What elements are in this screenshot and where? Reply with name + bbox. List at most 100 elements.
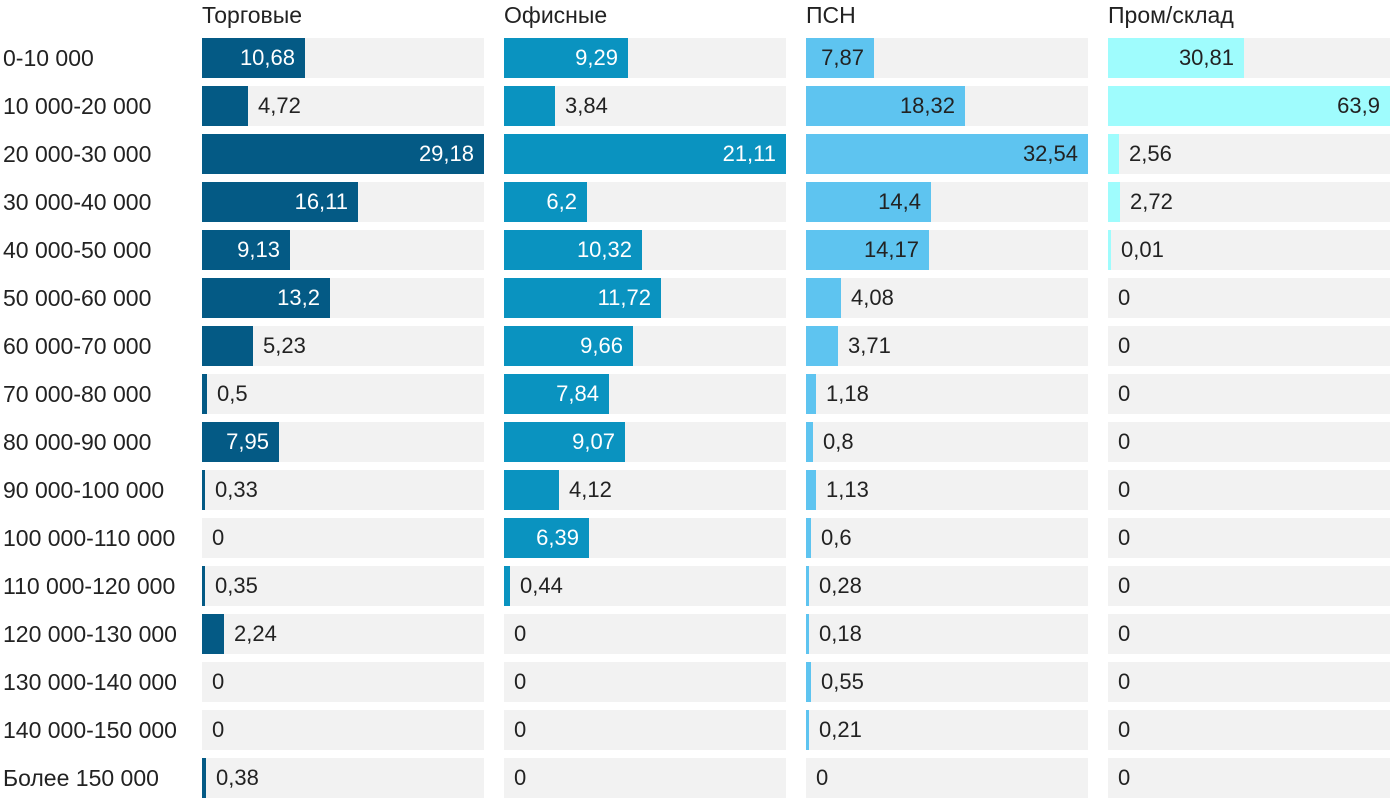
data-label: 0 [1118, 477, 1131, 502]
bar [504, 38, 628, 78]
bar [806, 566, 809, 606]
bar-track: 16,11 [202, 182, 484, 222]
bar [202, 38, 305, 78]
bar [504, 326, 633, 366]
bar-track: 0 [504, 758, 786, 798]
bar [806, 134, 1088, 174]
data-label: 0,8 [823, 429, 854, 454]
bar-track: 0,21 [806, 710, 1088, 750]
bar-track: 63,9 [1108, 86, 1390, 126]
bar [806, 374, 816, 414]
bar [202, 134, 484, 174]
bar-track: 7,95 [202, 422, 484, 462]
data-label: 4,12 [569, 477, 612, 502]
bar-track: 0,8 [806, 422, 1088, 462]
data-label: 2,24 [234, 621, 277, 646]
bar-track: 2,72 [1108, 182, 1390, 222]
data-label: 0 [1118, 765, 1131, 790]
data-label: 13,2 [277, 285, 320, 310]
bar-track: 0 [202, 662, 484, 702]
bar-track: 0,44 [504, 566, 786, 606]
data-label: 10,68 [239, 45, 295, 70]
bar-track: 13,2 [202, 278, 484, 318]
bar [806, 470, 816, 510]
data-label: 2,56 [1129, 141, 1172, 166]
data-label: 11,72 [597, 285, 651, 310]
bar-track: 0 [1108, 278, 1390, 318]
bar-track: 0 [1108, 710, 1390, 750]
bar-track: 0,01 [1108, 230, 1390, 270]
bar-track: 7,87 [806, 38, 1088, 78]
bar-track: 0,35 [202, 566, 484, 606]
bar [1108, 182, 1120, 222]
bar-track: 0 [806, 758, 1088, 798]
bar [1108, 86, 1390, 126]
bar [202, 614, 224, 654]
data-label: 14,17 [863, 237, 919, 262]
data-label: 2,72 [1130, 189, 1173, 214]
row-label: 20 000-30 000 [3, 141, 152, 167]
bar-track: 0,28 [806, 566, 1088, 606]
row-label: 100 000-110 000 [3, 525, 176, 551]
bar-track: 0,33 [202, 470, 484, 510]
data-label: 21,11 [722, 141, 776, 166]
row-label: 140 000-150 000 [3, 717, 177, 743]
data-label: 0 [514, 765, 527, 790]
bar [504, 230, 642, 270]
bar [202, 278, 330, 318]
row-label: 120 000-130 000 [3, 621, 177, 647]
row-label: 40 000-50 000 [3, 237, 152, 263]
bar [1108, 230, 1111, 270]
data-label: 7,87 [821, 45, 864, 70]
bar-track: 9,13 [202, 230, 484, 270]
bar-track: 6,39 [504, 518, 786, 558]
bar [202, 470, 205, 510]
data-label: 9,29 [575, 45, 618, 70]
data-label: 0 [212, 669, 225, 694]
data-label: 5,23 [263, 333, 306, 358]
bar-track: 1,18 [806, 374, 1088, 414]
data-label: 0 [212, 717, 225, 742]
bar-track: 0 [1108, 374, 1390, 414]
bar-track: 0 [504, 614, 786, 654]
data-label: 0,33 [215, 477, 258, 502]
bar-track: 21,11 [504, 134, 786, 174]
bar-track: 0 [1108, 662, 1390, 702]
data-label: 7,84 [556, 381, 599, 406]
data-label: 1,13 [826, 477, 869, 502]
row-label: 30 000-40 000 [3, 189, 152, 215]
bar-track: 4,72 [202, 86, 484, 126]
data-label: 0 [514, 669, 527, 694]
data-label: 0 [1118, 381, 1131, 406]
bar-track: 0 [504, 710, 786, 750]
bar [202, 182, 358, 222]
row-label: 60 000-70 000 [3, 333, 152, 359]
data-label: 32,54 [1022, 141, 1078, 166]
data-label: 4,72 [258, 93, 301, 118]
data-label: 1,18 [826, 381, 869, 406]
data-label: 0 [1118, 333, 1131, 358]
data-label: 0,35 [215, 573, 258, 598]
bar [806, 326, 838, 366]
data-label: 0,6 [821, 525, 852, 550]
bar [1108, 38, 1244, 78]
data-label: 63,9 [1337, 93, 1380, 118]
bar-track: 0 [202, 518, 484, 558]
bar [504, 422, 625, 462]
data-label: 0,44 [520, 573, 563, 598]
data-label: 16,11 [294, 189, 348, 214]
data-label: 0 [1118, 669, 1131, 694]
data-label: 0,38 [216, 765, 259, 790]
bar [202, 86, 248, 126]
bar-track: 4,12 [504, 470, 786, 510]
bar [504, 374, 609, 414]
bar [806, 662, 811, 702]
data-label: 9,66 [580, 333, 623, 358]
bar-track: 9,07 [504, 422, 786, 462]
series-header: Пром/склад [1108, 2, 1234, 28]
bar [806, 230, 929, 270]
data-label: 0 [212, 525, 225, 550]
bar-track: 0,6 [806, 518, 1088, 558]
bar [504, 134, 786, 174]
bar-track: 14,17 [806, 230, 1088, 270]
